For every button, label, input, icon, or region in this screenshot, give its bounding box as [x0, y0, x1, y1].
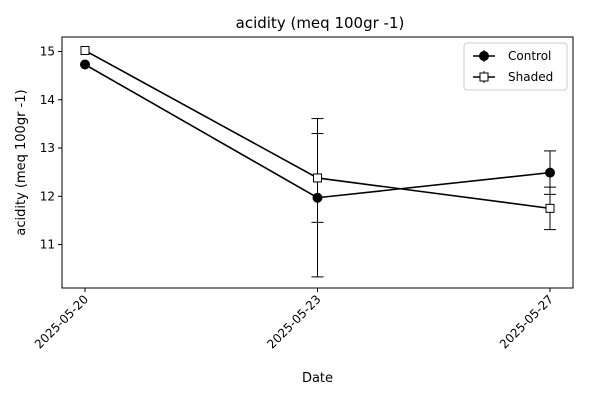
chart-title: acidity (meq 100gr -1) [236, 14, 405, 32]
legend-marker-shaded [479, 72, 489, 82]
y-tick-label: 12 [40, 189, 55, 203]
data-point-control [545, 167, 555, 178]
axes-layer: 11 12 13 14 15 2025-05-20 2025-05-23 2025-05-27 [32, 44, 556, 351]
x-tick-label: 2025-05-20 [32, 292, 91, 351]
legend-label-control: Control [508, 49, 551, 63]
data-point-control [312, 192, 323, 203]
data-point-shaded [545, 203, 555, 213]
legend: Control Shaded [463, 42, 568, 91]
y-tick-label: 13 [40, 141, 55, 155]
series-layer [80, 46, 555, 213]
y-tick-label: 14 [40, 93, 55, 107]
y-tick-label: 15 [40, 44, 55, 58]
x-axis-label: Date [302, 371, 333, 386]
legend-box [463, 42, 568, 91]
x-tick-label: 2025-05-23 [264, 292, 323, 351]
y-tick-label: 11 [40, 238, 55, 252]
plot-frame [61, 36, 574, 289]
x-tick-label: 2025-05-27 [497, 292, 556, 351]
data-point-control [80, 59, 90, 70]
legend-marker-control [479, 51, 489, 61]
errorbar-layer [311, 118, 556, 278]
data-point-shaded [313, 173, 322, 183]
y-axis-label: acidity (meq 100gr -1) [14, 89, 29, 235]
legend-label-shaded: Shaded [508, 70, 553, 84]
data-point-shaded [80, 46, 90, 56]
